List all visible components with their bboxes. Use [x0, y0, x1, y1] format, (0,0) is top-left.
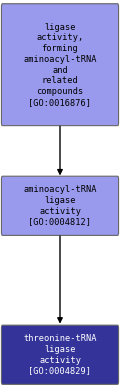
FancyBboxPatch shape	[1, 4, 119, 126]
Text: aminoacyl-tRNA
ligase
activity
[GO:0004812]: aminoacyl-tRNA ligase activity [GO:00048…	[23, 185, 97, 227]
FancyBboxPatch shape	[1, 176, 119, 235]
FancyBboxPatch shape	[1, 325, 119, 384]
Text: threonine-tRNA
ligase
activity
[GO:0004829]: threonine-tRNA ligase activity [GO:00048…	[23, 334, 97, 376]
Text: ligase
activity,
forming
aminoacyl-tRNA
and
related
compounds
[GO:0016876]: ligase activity, forming aminoacyl-tRNA …	[23, 23, 97, 107]
